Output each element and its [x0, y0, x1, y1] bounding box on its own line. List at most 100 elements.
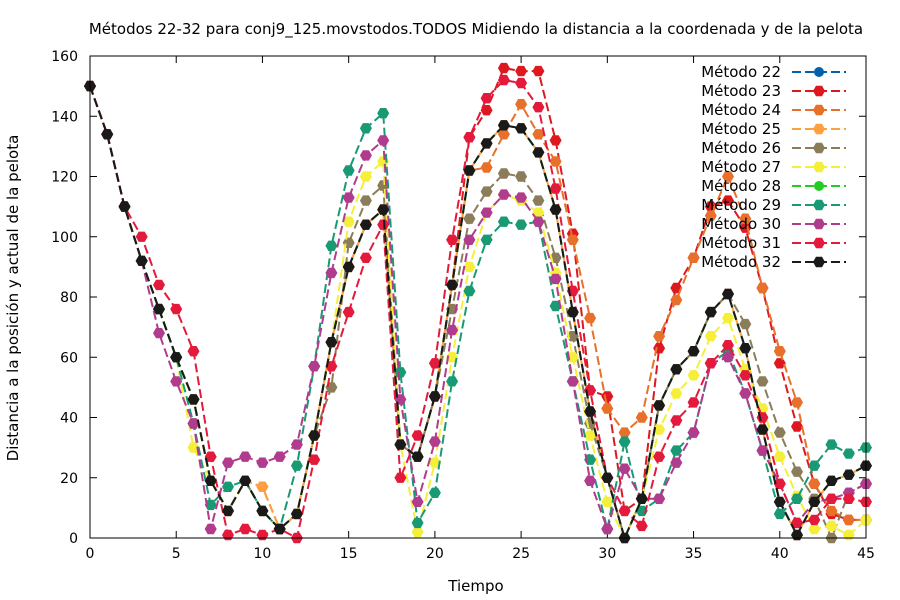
data-point [687, 370, 700, 381]
data-point [722, 195, 734, 206]
data-point [497, 189, 510, 200]
legend-label: Método 24 [701, 101, 781, 119]
data-point [497, 74, 510, 86]
data-point [480, 105, 493, 116]
data-point [670, 294, 683, 306]
data-point [842, 448, 855, 459]
y-tick-label: 0 [69, 531, 78, 547]
data-point [239, 523, 252, 535]
data-point [204, 499, 217, 511]
data-point [135, 231, 148, 242]
y-tick-label: 20 [60, 471, 78, 487]
data-point [549, 183, 562, 194]
data-point [480, 186, 493, 197]
data-point [808, 514, 821, 526]
data-point [256, 505, 269, 517]
data-point [773, 508, 786, 520]
data-point [377, 108, 390, 119]
data-point [515, 171, 528, 182]
data-point [773, 427, 786, 438]
data-point [704, 331, 717, 342]
data-point [153, 279, 165, 291]
legend-marker [813, 104, 825, 116]
data-point [739, 213, 752, 224]
data-point [377, 135, 390, 146]
legend-label: Método 23 [701, 82, 781, 100]
data-point [825, 505, 838, 517]
data-point [411, 496, 424, 507]
data-point [446, 279, 459, 291]
data-point [635, 493, 648, 504]
data-point [222, 529, 234, 541]
data-point [446, 376, 459, 387]
data-point [791, 517, 803, 529]
data-point [756, 376, 769, 387]
data-point [825, 439, 838, 450]
data-point [532, 102, 545, 113]
data-point [618, 436, 631, 447]
data-point [601, 496, 614, 507]
legend-label: Método 28 [701, 177, 781, 195]
data-point [739, 318, 752, 330]
data-point [290, 439, 303, 450]
data-point [791, 466, 803, 477]
y-tick-label: 140 [51, 109, 78, 125]
data-point [808, 496, 821, 507]
data-point [532, 147, 545, 158]
data-point [256, 481, 269, 492]
data-point [842, 514, 855, 526]
plot-frame [89, 55, 867, 539]
data-point [463, 165, 476, 176]
data-point [584, 312, 597, 324]
legend-item: Método 30 [701, 215, 846, 233]
series-32 [84, 80, 872, 544]
data-point [187, 346, 200, 357]
data-point [342, 216, 355, 227]
data-point [394, 472, 407, 483]
x-tick-label: 10 [254, 546, 272, 562]
data-point [359, 171, 372, 182]
data-point [308, 454, 321, 465]
data-point [187, 442, 200, 453]
data-point [497, 216, 510, 227]
data-point [670, 388, 683, 399]
data-point [704, 358, 717, 369]
data-point [170, 352, 183, 363]
y-axis-label: Distancia a la posición y actual de la p… [4, 135, 22, 462]
data-point [273, 523, 286, 535]
data-point [653, 331, 666, 342]
data-point [773, 478, 786, 489]
y-tick-label: 100 [51, 230, 78, 246]
data-point [687, 427, 700, 438]
data-point [463, 213, 476, 224]
data-point [480, 138, 493, 149]
data-point [584, 430, 597, 441]
data-point [549, 135, 562, 146]
legend-marker [813, 142, 825, 154]
x-tick-label: 15 [340, 546, 358, 562]
y-tick-label: 160 [51, 49, 78, 65]
data-point [704, 306, 717, 318]
data-point [825, 493, 838, 504]
data-point [808, 478, 821, 489]
data-point [377, 204, 390, 215]
legend-marker [813, 237, 825, 249]
data-point [653, 493, 666, 504]
legend-marker [813, 161, 825, 173]
legend-item: Método 31 [701, 234, 846, 252]
legend-item: Método 32 [701, 253, 846, 271]
legend-label: Método 25 [701, 120, 781, 138]
data-point [773, 346, 786, 357]
data-point [411, 451, 424, 462]
y-tick-label: 60 [60, 350, 78, 366]
legend-item: Método 25 [701, 120, 846, 138]
data-point [428, 358, 441, 369]
data-point [549, 156, 562, 167]
data-point [670, 445, 683, 456]
y-tick-label: 80 [60, 290, 78, 306]
data-point [428, 457, 441, 468]
data-point [670, 415, 683, 426]
legend-item: Método 27 [701, 158, 846, 176]
data-point [756, 282, 769, 294]
